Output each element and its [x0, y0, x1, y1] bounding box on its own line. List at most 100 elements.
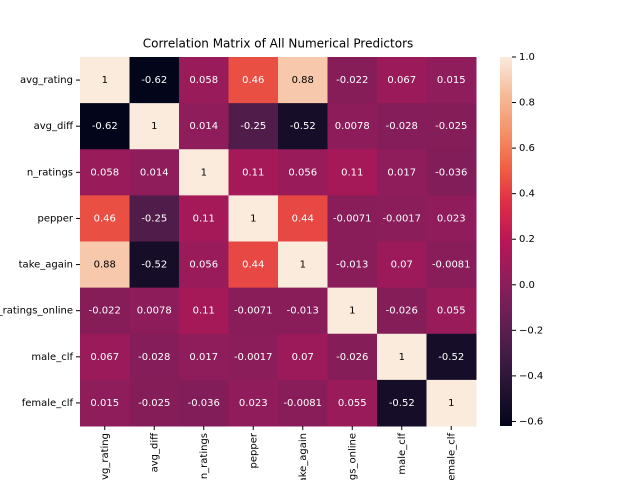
cell-label: 0.11: [193, 306, 215, 317]
cell-label: -0.025: [435, 121, 467, 132]
cell-label: 0.0078: [335, 121, 370, 132]
x-tick-label: take_again: [298, 433, 309, 480]
heatmap-cell: [327, 149, 378, 196]
cell-label: 1: [448, 398, 454, 409]
cell-label: 0.058: [189, 75, 218, 86]
colorbar-tick-label: −0.2: [519, 325, 543, 336]
heatmap-cell: [327, 57, 378, 104]
heatmap-cell: [129, 241, 180, 289]
cell-label: 0.0078: [137, 306, 172, 317]
heatmap-cell: [426, 57, 477, 104]
heatmap-cell: [129, 333, 180, 381]
cell-label: -0.0017: [382, 213, 421, 224]
heatmap-cell: [278, 57, 328, 104]
heatmap-cell: [327, 333, 378, 381]
cell-label: 0.023: [239, 398, 268, 409]
heatmap-cell: [278, 379, 328, 427]
heatmap-cell: [179, 149, 229, 196]
cell-label: -0.52: [389, 398, 415, 409]
heatmap-cell: [228, 149, 279, 196]
x-tick-label: n_ratings_online: [347, 433, 358, 480]
heatmap-cell: [278, 287, 328, 335]
heatmap-cell: [377, 287, 427, 335]
heatmap-cell: [426, 379, 477, 427]
chart-title: Correlation Matrix of All Numerical Pred…: [143, 37, 414, 51]
heatmap-cell: [129, 379, 180, 427]
cell-label: -0.52: [141, 260, 167, 271]
colorbar-tick-label: 0.4: [519, 189, 535, 200]
colorbar-tick-label: 1.0: [519, 52, 535, 63]
x-tick-label: male_clf: [397, 433, 408, 475]
x-tick-label: avg_rating: [100, 433, 111, 480]
heatmap-cell: [426, 149, 477, 196]
x-tick-label: n_ratings: [199, 433, 210, 479]
cell-label: 0.014: [140, 167, 169, 178]
heatmap-cell: [80, 57, 130, 104]
cell-label: 0.055: [338, 398, 367, 409]
heatmap-cell: [80, 195, 130, 242]
heatmap-cell: [278, 149, 328, 196]
x-tick-label: avg_diff: [149, 432, 160, 473]
y-tick-label: n_ratings: [27, 167, 73, 178]
heatmap-cell: [377, 195, 427, 242]
y-tick-label: avg_rating: [20, 75, 73, 86]
heatmap-cell: [179, 379, 229, 427]
heatmap-cell: [129, 103, 180, 150]
x-tick-label: pepper: [248, 432, 259, 468]
cell-label: 0.88: [94, 260, 116, 271]
x-tick-label: female_clf: [446, 433, 457, 480]
cell-label: -0.0017: [234, 352, 273, 363]
y-tick-label: avg_diff: [34, 121, 75, 132]
colorbar: [500, 57, 512, 426]
cell-label: 0.014: [189, 121, 218, 132]
cell-label: 0.015: [90, 398, 119, 409]
heatmap-cell: [377, 333, 427, 381]
cell-label: -0.022: [336, 75, 368, 86]
cell-label: -0.036: [435, 167, 467, 178]
cell-label: 0.46: [94, 213, 116, 224]
cell-label: -0.013: [287, 306, 319, 317]
cell-label: 1: [300, 260, 306, 271]
cell-label: 0.056: [288, 167, 317, 178]
heatmap-cell: [179, 103, 229, 150]
heatmap-cell: [179, 333, 229, 381]
heatmap-cell: [327, 379, 378, 427]
cell-label: 0.11: [242, 167, 264, 178]
cell-label: 0.44: [242, 260, 264, 271]
cell-label: -0.0071: [333, 213, 372, 224]
cell-label: -0.25: [240, 121, 266, 132]
heatmap-cell: [327, 287, 378, 335]
heatmap-cell: [228, 379, 279, 427]
cell-label: -0.0081: [432, 260, 471, 271]
heatmap-cell: [377, 379, 427, 427]
y-tick-label: female_clf: [22, 398, 74, 409]
heatmap-cell: [179, 195, 229, 242]
colorbar-tick-label: −0.4: [519, 371, 543, 382]
heatmap-cell: [80, 149, 130, 196]
cell-label: -0.025: [138, 398, 170, 409]
heatmap-cell: [80, 241, 130, 289]
cell-label: -0.62: [141, 75, 167, 86]
heatmap-cell: [377, 57, 427, 104]
heatmap-cell: [377, 241, 427, 289]
cell-label: 0.017: [387, 167, 416, 178]
heatmap-cell: [80, 287, 130, 335]
cell-label: 1: [399, 352, 405, 363]
heatmap-cell: [426, 287, 477, 335]
heatmap-cell: [129, 287, 180, 335]
cell-label: 1: [349, 306, 355, 317]
cell-label: -0.0071: [234, 306, 273, 317]
cell-label: 0.058: [90, 167, 119, 178]
cell-label: -0.52: [290, 121, 316, 132]
heatmap-cell: [129, 57, 180, 104]
heatmap-cell: [426, 195, 477, 242]
cell-label: 0.07: [391, 260, 413, 271]
heatmap-cell: [327, 103, 378, 150]
heatmap-cell: [327, 241, 378, 289]
colorbar-tick-label: 0.0: [519, 280, 535, 291]
cell-label: -0.028: [138, 352, 170, 363]
heatmap-cell: [228, 103, 279, 150]
heatmap-cell: [377, 149, 427, 196]
heatmap-cell: [80, 379, 130, 427]
cell-label: 1: [250, 213, 256, 224]
